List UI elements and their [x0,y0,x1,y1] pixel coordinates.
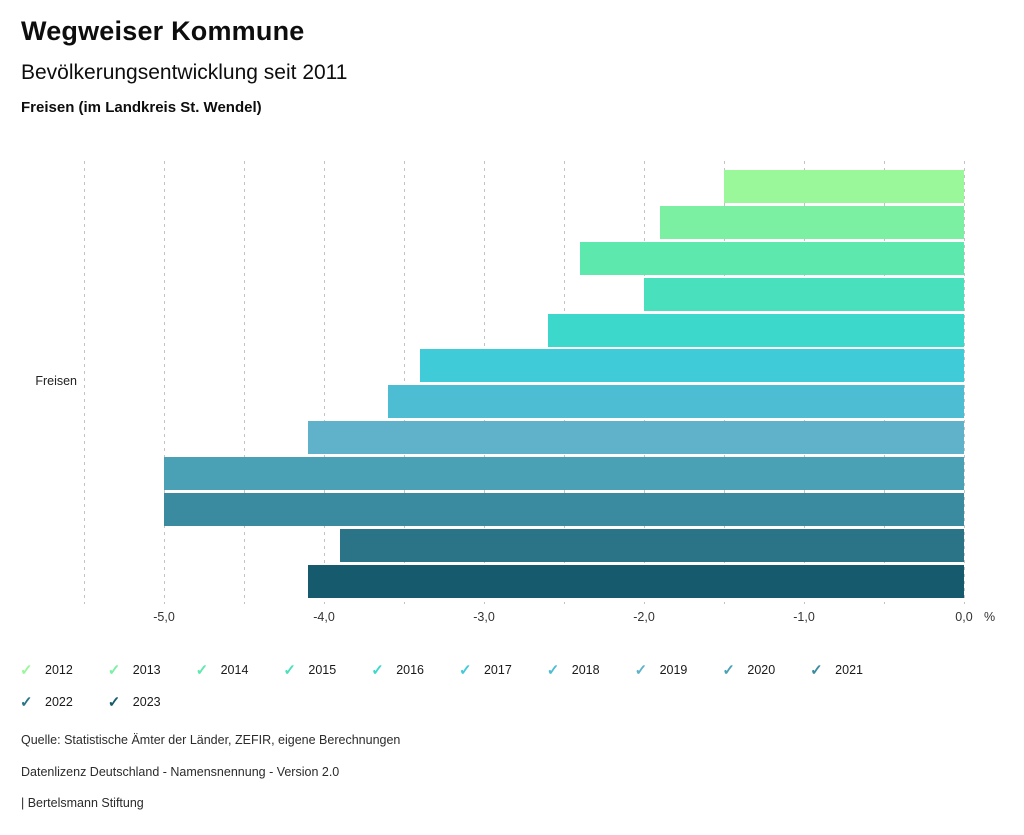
legend-year-label: 2013 [132,663,161,677]
legend-item-2019[interactable]: ✓ 2019 [635,654,723,686]
bar-row-2019 [84,421,964,455]
x-tick-label: -2,0 [633,610,655,624]
x-tick-label: 0,0 [955,610,973,624]
bar-row-2013 [84,205,964,239]
check-icon: ✓ [810,661,823,679]
page-title: Wegweiser Kommune [21,16,305,46]
legend: ✓ 2012 ✓ 2013 ✓ 2014 ✓ 2015 ✓ 2016 ✓ 2017 ✓ 2018 ✓ 2019… [20,654,920,718]
bar-2016[interactable] [548,313,964,347]
gridline [84,161,85,604]
bar-row-2020 [84,457,964,491]
bar-row-2022 [84,528,964,562]
legend-item-2012[interactable]: ✓ 2012 [20,654,108,686]
legend-year-label: 2022 [45,695,73,709]
gridline [884,161,885,604]
gridline [404,161,405,604]
check-icon: ✓ [195,661,209,679]
chart-title: Bevölkerungsentwicklung seit 2011 [21,61,348,84]
bar-2020[interactable] [164,457,964,491]
bar-2012[interactable] [724,170,964,203]
x-tick-label: -4,0 [313,610,335,624]
legend-year-label: 2018 [571,663,600,677]
check-icon: ✓ [371,661,384,679]
check-icon: ✓ [20,693,33,711]
legend-item-2013[interactable]: ✓ 2013 [108,654,196,686]
bar-2014[interactable] [580,241,964,275]
gridline [964,161,965,604]
bar-row-2016 [84,313,964,347]
x-tick-label: -3,0 [473,610,495,624]
footer-license: Datenlizenz Deutschland - Namensnennung … [21,765,340,779]
header: Wegweiser Kommune Bevölkerungsentwicklun… [21,16,347,116]
gridline [164,161,165,604]
bar-2019[interactable] [308,421,964,455]
gridline [484,161,485,604]
bar-2022[interactable] [340,528,964,562]
check-icon: ✓ [20,661,33,679]
gridline [324,161,325,604]
legend-item-2020[interactable]: ✓ 2020 [722,654,810,686]
footer-attribution: | Bertelsmann Stiftung [21,796,144,810]
x-tick-label: -5,0 [153,610,175,624]
gridline [724,161,725,604]
plot-area [84,161,965,604]
legend-item-2017[interactable]: ✓ 2017 [459,654,547,686]
gridline [564,161,565,604]
gridline [644,161,645,604]
chart-location-subtitle: Freisen (im Landkreis St. Wendel) [21,99,262,116]
bars [84,170,964,601]
bar-row-2023 [84,564,964,598]
legend-item-2022[interactable]: ✓ 2022 [20,686,108,718]
x-axis-unit-label: % [984,610,996,624]
legend-item-2018[interactable]: ✓ 2018 [547,654,635,686]
bar-row-2012 [84,170,964,203]
legend-year-label: 2016 [396,663,424,677]
check-icon: ✓ [107,661,121,679]
gridline [244,161,245,604]
legend-year-label: 2012 [45,663,73,677]
bar-row-2015 [84,277,964,311]
check-icon: ✓ [283,661,296,679]
bar-2018[interactable] [388,385,964,419]
legend-item-2016[interactable]: ✓ 2016 [371,654,459,686]
legend-item-2021[interactable]: ✓ 2021 [810,654,898,686]
legend-year-label: 2020 [747,663,776,677]
bar-row-2018 [84,385,964,419]
bar-row-2014 [84,241,964,275]
bar-2017[interactable] [420,349,964,383]
bar-2023[interactable] [308,564,964,598]
gridline [804,161,805,604]
bar-row-2017 [84,349,964,383]
bar-row-2021 [84,493,964,527]
legend-year-label: 2023 [132,695,161,709]
check-icon: ✓ [107,693,121,711]
legend-item-2014[interactable]: ✓ 2014 [196,654,284,686]
check-icon: ✓ [458,661,472,679]
check-icon: ✓ [546,661,560,679]
legend-year-label: 2021 [835,663,863,677]
y-axis-category-label: Freisen [35,374,77,388]
legend-year-label: 2015 [308,663,337,677]
legend-item-2015[interactable]: ✓ 2015 [283,654,371,686]
bar-2015[interactable] [644,277,964,311]
bar-2021[interactable] [164,493,964,527]
legend-year-label: 2017 [483,663,512,677]
legend-year-label: 2014 [220,663,249,677]
footer-source: Quelle: Statistische Ämter der Länder, Z… [21,733,401,747]
gridlines [84,161,965,604]
check-icon: ✓ [634,661,648,679]
legend-year-label: 2019 [659,663,688,677]
x-tick-label: -1,0 [793,610,815,624]
legend-item-2023[interactable]: ✓ 2023 [108,686,196,718]
check-icon: ✓ [722,661,735,679]
bar-2013[interactable] [660,205,964,239]
